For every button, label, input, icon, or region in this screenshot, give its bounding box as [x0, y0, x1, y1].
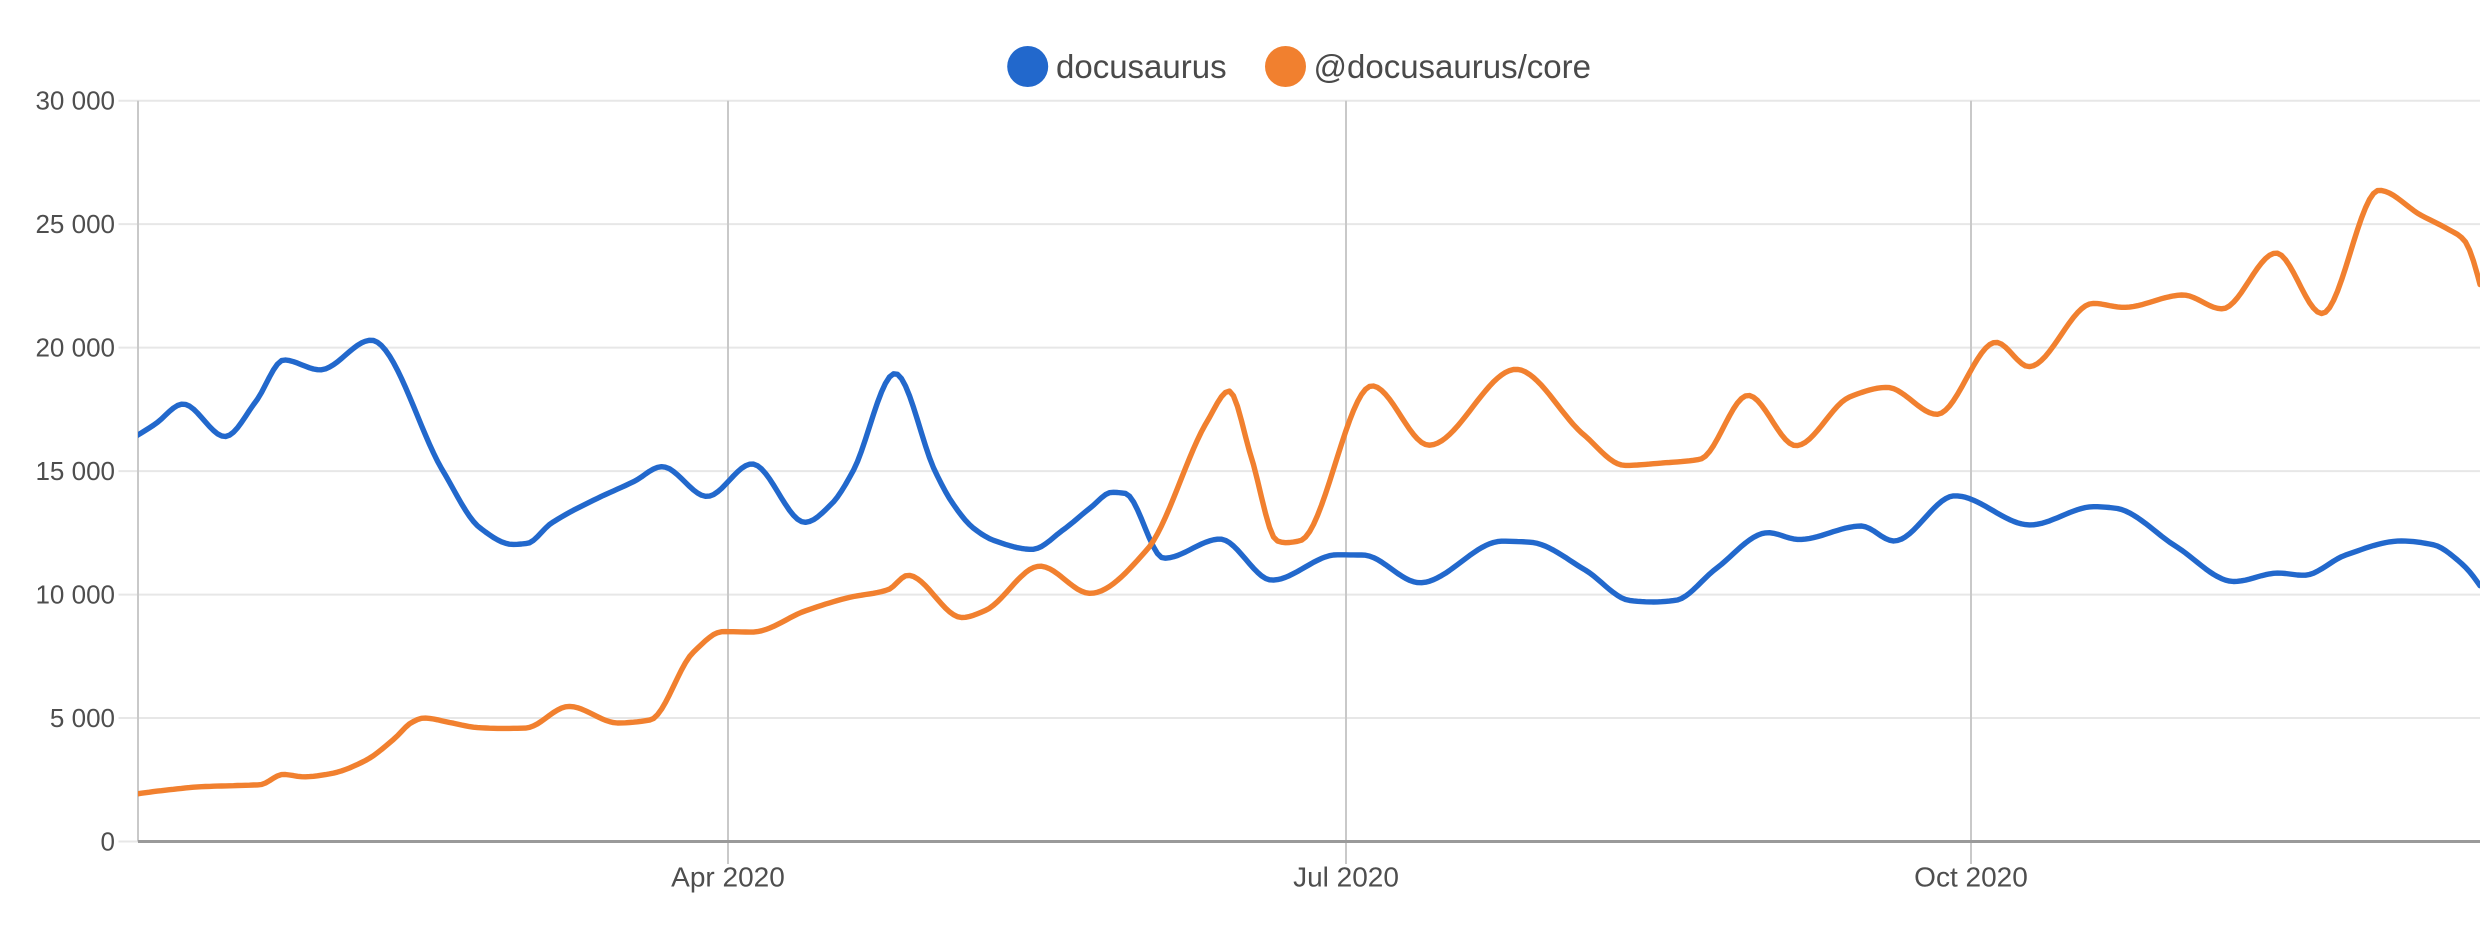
svg-text:10 000: 10 000	[35, 580, 115, 610]
svg-text:0: 0	[101, 827, 115, 857]
svg-text:Oct 2020: Oct 2020	[1914, 862, 2028, 893]
svg-text:25 000: 25 000	[35, 209, 115, 239]
svg-text:docusaurus: docusaurus	[1056, 48, 1227, 85]
svg-text:15 000: 15 000	[35, 456, 115, 486]
svg-text:30 000: 30 000	[35, 86, 115, 116]
svg-text:5 000: 5 000	[50, 703, 115, 733]
svg-text:20 000: 20 000	[35, 333, 115, 363]
svg-text:Jul 2020: Jul 2020	[1293, 862, 1399, 893]
svg-text:Apr 2020: Apr 2020	[671, 862, 785, 893]
svg-text:@docusaurus/core: @docusaurus/core	[1314, 48, 1591, 85]
